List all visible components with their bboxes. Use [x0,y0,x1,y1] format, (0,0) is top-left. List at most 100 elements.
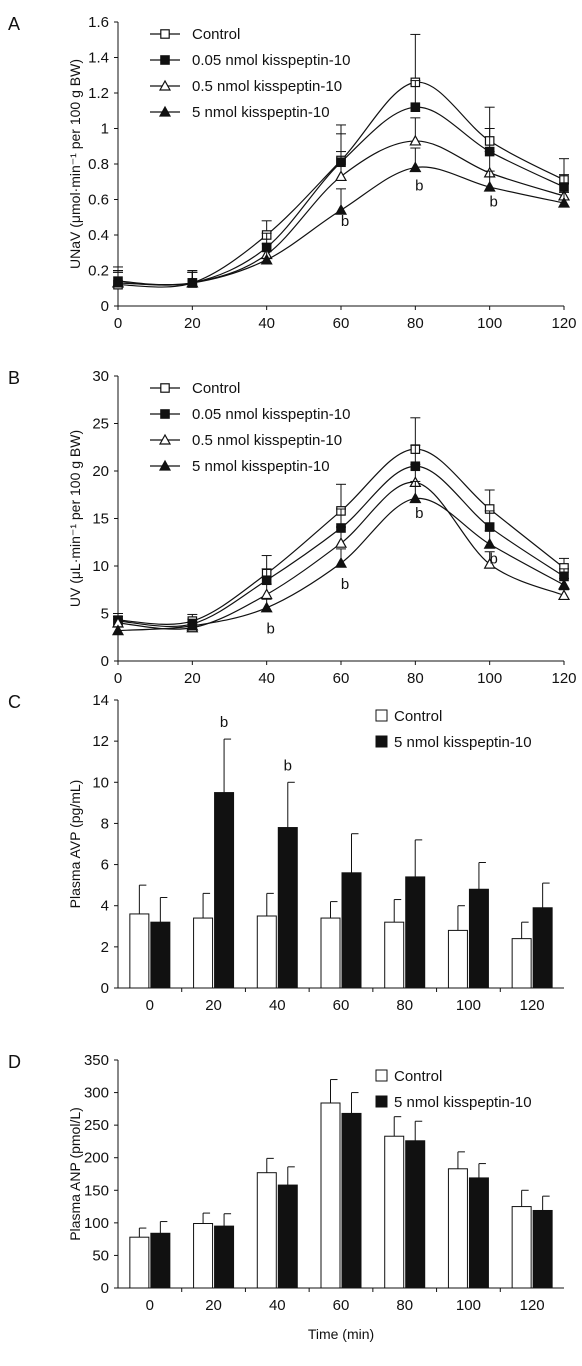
y-axis-title: Plasma ANP (pmol/L) [67,1107,83,1241]
x-tick-label: 40 [269,1297,286,1314]
x-tick-label: 20 [184,315,201,332]
bar [532,1209,553,1289]
bar [193,917,214,989]
y-tick-label: 50 [92,1247,109,1264]
legend-label: 5 nmol kisspeptin-10 [192,104,330,121]
panel-letter: B [8,368,20,388]
panel-letter: C [8,692,21,712]
y-tick-label: 25 [92,416,109,433]
y-tick-label: 0.6 [88,192,109,209]
legend-swatch [375,1095,388,1108]
significance-label: b [415,177,423,194]
significance-label: b [266,621,274,638]
data-point [557,578,571,590]
y-tick-label: 8 [101,815,109,832]
y-tick-label: 5 [101,606,109,623]
data-point [483,557,496,569]
y-tick-label: 1.4 [88,50,109,67]
legend-label: 0.05 nmol kisspeptin-10 [192,406,350,423]
bar [511,938,532,989]
y-axis-title: UV (μL·min⁻¹ per 100 g BW) [67,430,83,607]
y-tick-label: 0 [101,1280,109,1297]
legend-swatch [375,735,388,748]
y-tick-label: 1.6 [88,14,109,31]
bar [129,913,150,989]
data-point [260,601,273,613]
series-1 [113,80,569,288]
series-0 [129,1079,532,1289]
x-tick-label: 100 [477,315,502,332]
data-point [483,537,496,549]
x-tick-label: 120 [551,670,576,687]
bar [447,929,468,989]
data-point [111,624,125,636]
legend: Control 0.05 nmol kisspeptin-10 0.5 nmol k… [150,26,350,121]
legend-label: Control [394,708,442,725]
bar [384,1135,405,1289]
bar [193,1223,214,1289]
y-tick-label: 300 [84,1085,109,1102]
data-point [334,556,348,568]
bar [468,888,489,989]
y-tick-label: 250 [84,1117,109,1134]
data-point [409,492,422,504]
data-point [409,134,422,146]
data-point [334,203,348,215]
panel-b: B 0 5 10 15 20 25 30 UV (μL·min⁻¹ per 100 g BW) 0… [8,368,577,687]
significance-label: b [284,757,292,774]
bar [256,915,277,989]
legend: Control 5 nmol kisspeptin-10 [375,1068,532,1111]
panel-letter: A [8,14,20,34]
bar [468,1177,489,1289]
legend-marker [160,409,170,419]
series-3 [111,147,571,288]
series-0 [129,884,532,989]
series-1 [150,738,553,989]
y-tick-label: 150 [84,1182,109,1199]
y-axis-title: UNaV (μmol·min⁻¹ per 100 g BW) [67,59,83,269]
x-tick-label: 0 [114,315,122,332]
x-tick-label: 0 [146,997,154,1014]
bar [256,1172,277,1289]
significance-label: b [489,550,497,567]
y-tick-label: 4 [101,898,109,915]
y-tick-label: 200 [84,1150,109,1167]
y-tick-label: 10 [92,558,109,575]
data-point [260,253,273,265]
y-tick-label: 12 [92,733,109,750]
x-tick-label: 120 [551,315,576,332]
x-tick-label: 40 [258,670,275,687]
series-1 [150,1092,553,1289]
y-tick-label: 15 [92,511,109,528]
x-tick-label: 20 [205,1297,222,1314]
x-tick-label: 40 [258,315,275,332]
y-axis-title: Plasma AVP (pg/mL) [67,780,83,909]
legend-marker [158,459,172,471]
data-point [557,196,571,208]
legend-label: Control [192,26,240,43]
x-tick-label: 80 [396,1297,413,1314]
data-point [186,276,199,288]
x-tick-label: 20 [205,997,222,1014]
bar [320,1102,341,1289]
x-tick-label: 100 [456,1297,481,1314]
data-point [334,170,348,182]
legend-label: Control [192,380,240,397]
bar [341,1112,362,1289]
data-point [557,589,571,601]
legend-marker [160,383,170,393]
x-tick-label: 100 [456,997,481,1014]
y-tick-label: 100 [84,1215,109,1232]
x-tick-label: 0 [146,1297,154,1314]
x-tick-label: 40 [269,997,286,1014]
data-point [334,536,348,548]
bar [532,907,553,989]
data-point [186,619,199,631]
bar [214,792,235,989]
bar [447,1168,468,1289]
data-point [484,522,495,532]
bar [129,1236,150,1289]
y-tick-label: 20 [92,463,109,480]
